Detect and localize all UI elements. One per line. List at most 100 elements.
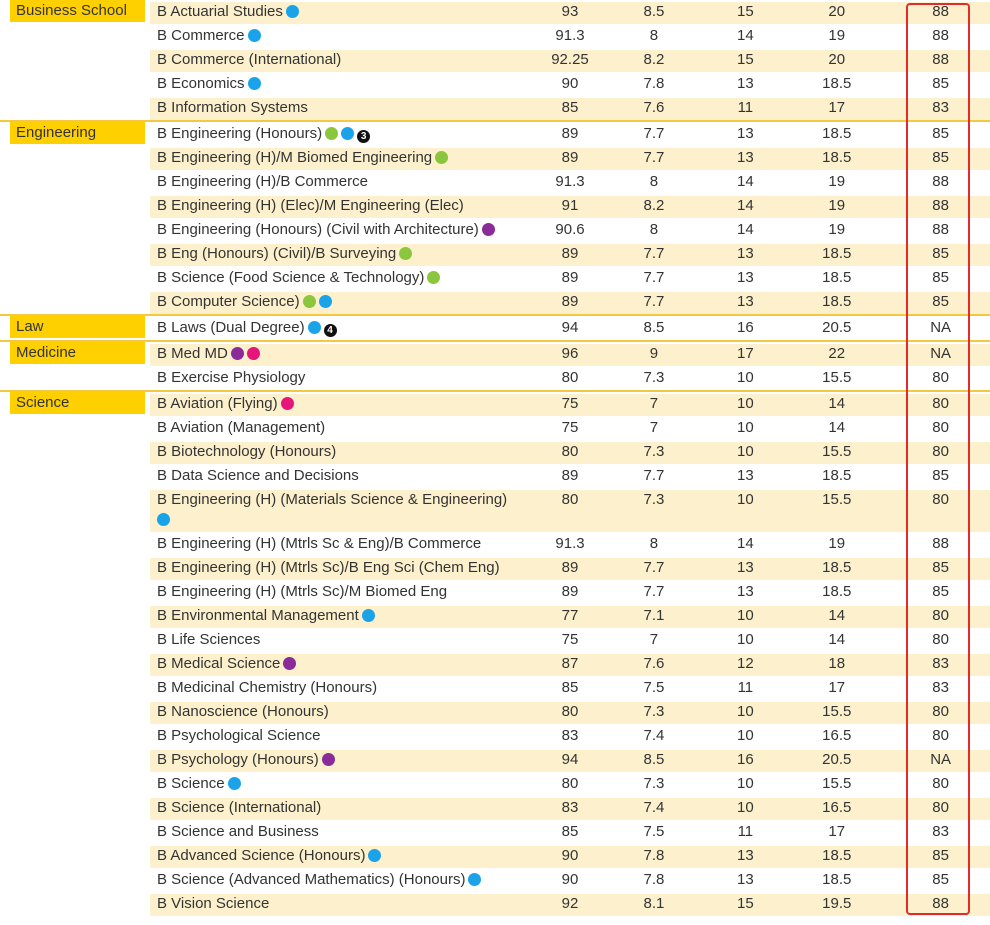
score-cell: 7.7 [643,125,665,142]
program-name: B Psychology (Honours) [157,751,319,768]
program-name-cell: B Information Systems [150,98,530,120]
faculty-label: Science [10,392,145,414]
score-cell: 17 [828,99,846,116]
faculty-label: Engineering [10,122,145,144]
score-cell: 19 [828,173,846,190]
program-name: B Engineering (H) (Mtrls Sc)/B Eng Sci (… [157,559,500,576]
score-cell: 15.5 [822,775,852,792]
score-cell: 88 [932,221,949,238]
table-row: B Engineering (H) (Mtrls Sc)/M Biomed En… [0,580,990,604]
score-cell: 7.7 [643,245,665,262]
program-name: B Exercise Physiology [157,369,306,386]
score-cell: 13 [737,871,754,888]
score-cell: 85 [932,125,949,142]
score-cell: 7.7 [643,149,665,166]
score-cell: 89 [561,125,579,142]
score-cell: 89 [561,245,579,262]
score-cell: 15.5 [822,369,852,386]
score-cell: 7.6 [643,99,665,116]
table-row: B Biotechnology (Honours) 80 7.3 10 15.5 80 [0,440,990,464]
program-name: B Data Science and Decisions [157,467,359,484]
blue-dot-icon [368,849,382,862]
program-name-cell: B Science [150,774,530,796]
table-row: B Science and Business 85 7.5 11 17 83 [0,820,990,844]
program-name-cell: B Aviation (Flying) [150,394,530,416]
program-name: B Aviation (Management) [157,419,326,436]
footnote-badge-icon: 4 [323,324,337,337]
score-cell: 13 [737,75,754,92]
score-cell: 18.5 [822,149,852,166]
score-cell: 80 [932,799,949,816]
table-row: B Med MD 96 9 17 22 NA [0,342,990,366]
program-name: B Aviation (Flying) [157,395,278,412]
score-cell: 11 [737,679,754,696]
score-cell: 90 [561,871,579,888]
program-name-cell: B Economics [150,74,530,96]
score-cell: 8.5 [643,3,665,20]
blue-dot-icon [307,321,321,334]
score-cell: 85 [932,871,949,888]
score-cell: 13 [737,583,754,600]
table-row: B Psychology (Honours) 94 8.5 16 20.5 NA [0,748,990,772]
score-cell: 18.5 [822,467,852,484]
program-name: B Engineering (H) (Elec)/M Engineering (… [157,197,464,214]
score-cell: 11 [737,823,754,840]
program-name-cell: B Psychological Science [150,726,530,748]
program-name: B Science (Food Science & Technology) [157,269,425,286]
score-cell: 91.3 [555,27,585,44]
score-cell: 7.4 [643,799,665,816]
program-name-cell: B Engineering (H) (Mtrls Sc)/B Eng Sci (… [150,558,530,580]
program-name: B Engineering (H) (Mtrls Sc & Eng)/B Com… [157,535,482,552]
blue-dot-icon [361,609,375,622]
score-cell: 88 [932,895,949,912]
score-cell: 7.7 [643,467,665,484]
table-row: B Laws (Dual Degree) 4 94 8.5 16 20.5 NA [0,316,990,340]
program-name-cell: B Science (International) [150,798,530,820]
pink-dot-icon [280,397,294,410]
score-cell: 93 [561,3,579,20]
score-cell: NA [930,751,952,768]
program-name: B Commerce [157,27,245,44]
table-row: B Commerce 91.3 8 14 19 88 [0,24,990,48]
score-cell: 88 [932,197,949,214]
score-cell: 85 [932,149,949,166]
program-name: B Engineering (Honours) [157,125,323,142]
score-cell: 13 [737,245,754,262]
score-cell: 80 [932,419,949,436]
score-cell: 7.5 [643,679,665,696]
score-cell: 18.5 [822,125,852,142]
program-name: B Environmental Management [157,607,359,624]
program-name-cell: B Eng (Honours) (Civil)/B Surveying [150,244,530,266]
score-cell: 8.2 [643,197,665,214]
program-name: B Biotechnology (Honours) [157,443,337,460]
score-cell: 7.4 [643,727,665,744]
score-cell: 80 [932,369,949,386]
program-name-cell: B Commerce (International) [150,50,530,72]
score-cell: 92.25 [551,51,589,68]
program-name-cell: B Biotechnology (Honours) [150,442,530,464]
score-cell: 89 [561,583,579,600]
score-cell: 19.5 [822,895,852,912]
score-cell: 13 [737,149,754,166]
score-cell: 19 [828,197,846,214]
score-cell: 7.3 [643,775,665,792]
score-cell: 7 [649,395,659,412]
score-cell: 13 [737,293,754,310]
faculty-group: Science B Aviation (Flying) 75 7 10 14 80 B Avi… [0,390,990,916]
score-cell: 85 [932,245,949,262]
faculty-group: Engineering B Engineering (Honours) 3 89 7.7… [0,120,990,314]
score-cell: 85 [932,269,949,286]
score-cell: 83 [561,799,579,816]
score-cell: 10 [737,369,754,386]
program-name-cell: B Advanced Science (Honours) [150,846,530,868]
program-name-cell: B Engineering (H)/M Biomed Engineering [150,148,530,170]
program-name-cell: B Aviation (Management) [150,418,530,440]
score-cell: 10 [737,395,754,412]
score-cell: 80 [932,607,949,624]
purple-dot-icon [230,347,244,360]
score-cell: 15.5 [822,703,852,720]
blue-dot-icon [285,5,299,18]
table-row: B Life Sciences 75 7 10 14 80 [0,628,990,652]
score-cell: 13 [737,847,754,864]
score-cell: 14 [828,631,846,648]
